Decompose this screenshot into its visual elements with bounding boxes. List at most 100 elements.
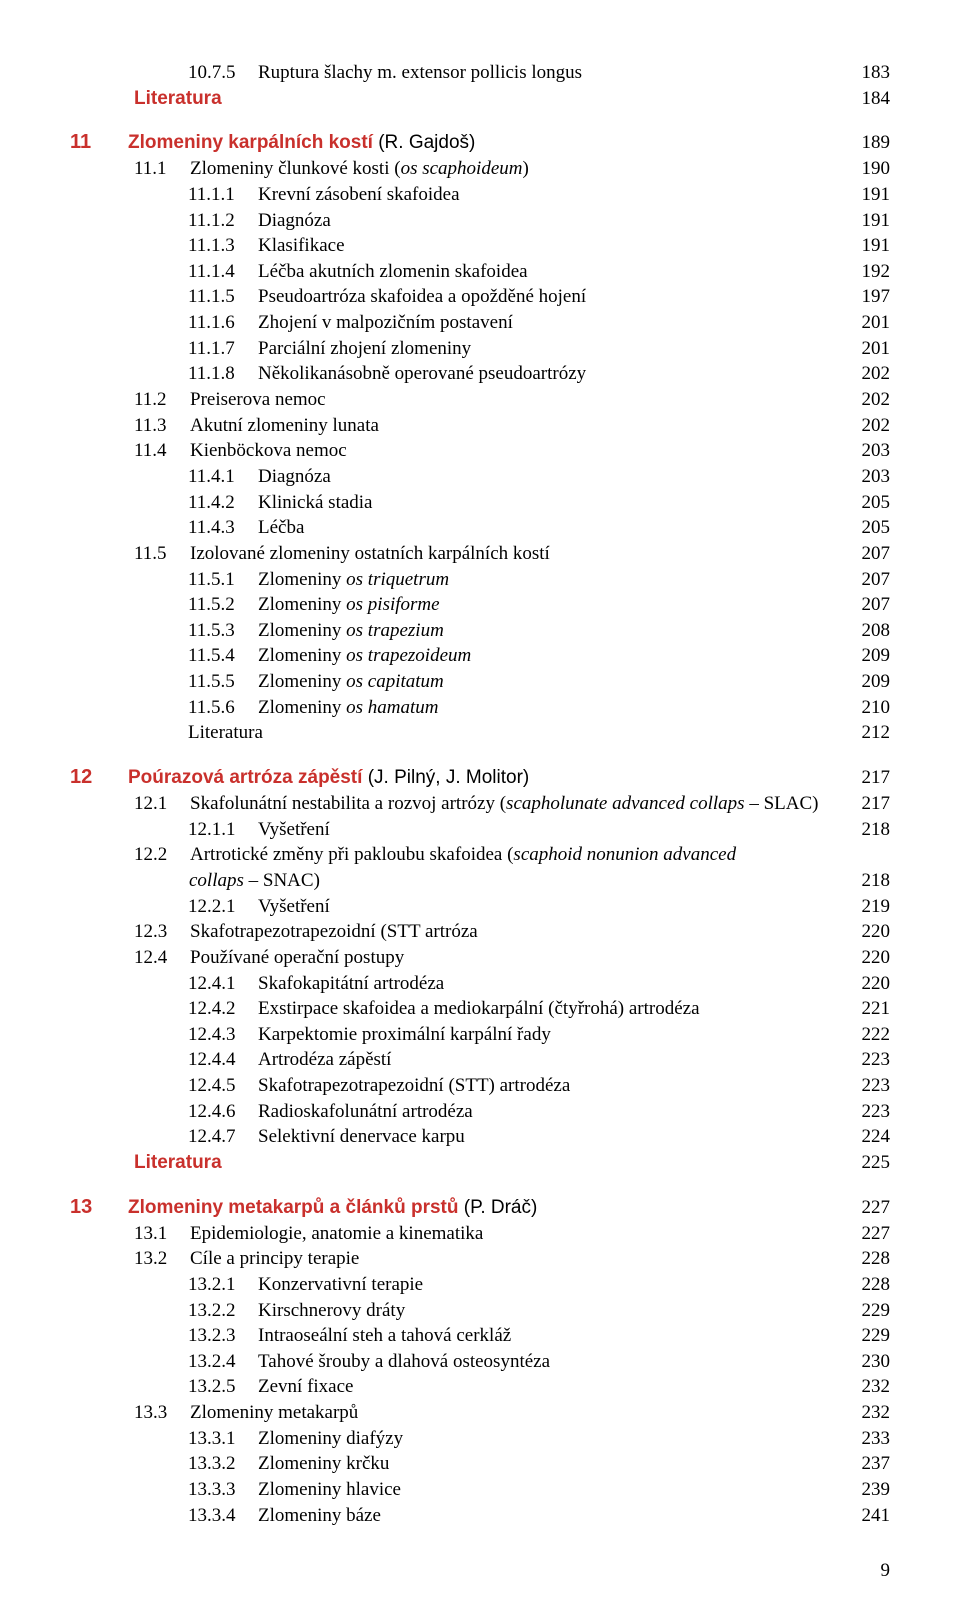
section-title: Skafotrapezotrapezoidní (STT artróza xyxy=(190,919,478,945)
section-number: 11.5.5 xyxy=(188,669,258,695)
page-ref: 207 xyxy=(842,541,890,567)
toc-entry: Literatura212 xyxy=(70,720,890,746)
literature-label: Literatura xyxy=(134,86,222,112)
page-ref: 237 xyxy=(842,1451,890,1477)
chapter-number: 12 xyxy=(70,764,128,791)
section-title: Zlomeniny os capitatum xyxy=(258,669,444,695)
section-title: Epidemiologie, anatomie a kinematika xyxy=(190,1221,483,1247)
section-title: Zlomeniny os trapezium xyxy=(258,618,444,644)
page-ref: 205 xyxy=(842,515,890,541)
toc-entry: Literatura225 xyxy=(70,1150,890,1176)
section-number: 11.1.5 xyxy=(188,284,258,310)
page-ref: 239 xyxy=(842,1477,890,1503)
toc-entry: 11.1.7Parciální zhojení zlomeniny201 xyxy=(70,336,890,362)
section-title: Vyšetření xyxy=(258,894,330,920)
page-ref: 202 xyxy=(842,413,890,439)
toc-entry: 12Poúrazová artróza zápěstí (J. Pilný, J… xyxy=(70,764,890,791)
section-title: Izolované zlomeniny ostatních karpálních… xyxy=(190,541,550,567)
section-number: 11.1.4 xyxy=(188,259,258,285)
toc-entry: 13.2.4Tahové šrouby a dlahová osteosynté… xyxy=(70,1349,890,1375)
section-title: Akutní zlomeniny lunata xyxy=(190,413,379,439)
page-ref: 222 xyxy=(842,1022,890,1048)
toc-entry: 12.2Artrotické změny při pakloubu skafoi… xyxy=(70,842,890,868)
section-number: 12.4.3 xyxy=(188,1022,258,1048)
page-ref: 203 xyxy=(842,438,890,464)
section-title: Cíle a principy terapie xyxy=(190,1246,359,1272)
section-title: Skafotrapezotrapezoidní (STT) artrodéza xyxy=(258,1073,570,1099)
section-title: Skafokapitátní artrodéza xyxy=(258,971,444,997)
toc-entry: 11.4.1Diagnóza203 xyxy=(70,464,890,490)
section-title: Zlomeniny člunkové kosti (os scaphoideum… xyxy=(190,156,529,182)
page-ref: 210 xyxy=(842,695,890,721)
section-title: Zlomeniny hlavice xyxy=(258,1477,401,1503)
section-title: Klasifikace xyxy=(258,233,345,259)
chapter-number: 13 xyxy=(70,1194,128,1221)
page-ref: 223 xyxy=(842,1047,890,1073)
page-number: 9 xyxy=(70,1558,890,1584)
toc-entry: 11.5.3Zlomeniny os trapezium208 xyxy=(70,618,890,644)
section-number: 11.1.3 xyxy=(188,233,258,259)
page-ref: 203 xyxy=(842,464,890,490)
section-number: 11.5 xyxy=(134,541,190,567)
page-ref: 197 xyxy=(842,284,890,310)
page-ref: 208 xyxy=(842,618,890,644)
toc-entry: 13.2.2Kirschnerovy dráty229 xyxy=(70,1298,890,1324)
toc-entry: 12.1.1Vyšetření218 xyxy=(70,817,890,843)
section-number: 12.2 xyxy=(134,842,190,868)
section-title: Zlomeniny os triquetrum xyxy=(258,567,449,593)
toc-entry: 13.3.1Zlomeniny diafýzy233 xyxy=(70,1426,890,1452)
section-number: 13.2.3 xyxy=(188,1323,258,1349)
toc-entry: 13.1Epidemiologie, anatomie a kinematika… xyxy=(70,1221,890,1247)
section-title: Zlomeniny metakarpů xyxy=(190,1400,358,1426)
toc-entry: 12.4Používané operační postupy220 xyxy=(70,945,890,971)
section-number: 12.4.7 xyxy=(188,1124,258,1150)
toc-entry: 12.4.7Selektivní denervace karpu224 xyxy=(70,1124,890,1150)
chapter-title: Zlomeniny metakarpů a článků prstů (P. D… xyxy=(128,1195,537,1221)
page-ref: 191 xyxy=(842,233,890,259)
toc-entry: 12.4.2Exstirpace skafoidea a mediokarpál… xyxy=(70,996,890,1022)
section-number: 11.5.6 xyxy=(188,695,258,721)
page-ref: 229 xyxy=(842,1298,890,1324)
section-title: Intraoseální steh a tahová cerkláž xyxy=(258,1323,511,1349)
section-number: 13.2.2 xyxy=(188,1298,258,1324)
page-ref: 192 xyxy=(842,259,890,285)
page-ref: 218 xyxy=(842,817,890,843)
page-ref: 191 xyxy=(842,182,890,208)
toc-entry: 11.5.4Zlomeniny os trapezoideum209 xyxy=(70,643,890,669)
page-ref: 189 xyxy=(842,130,890,156)
toc-entry: 13.3.3Zlomeniny hlavice239 xyxy=(70,1477,890,1503)
section-number: 11.3 xyxy=(134,413,190,439)
toc-entry: 11.1.3Klasifikace 191 xyxy=(70,233,890,259)
page-ref: 232 xyxy=(842,1374,890,1400)
section-title: Vyšetření xyxy=(258,817,330,843)
page-ref: 241 xyxy=(842,1503,890,1529)
page-ref: 227 xyxy=(842,1221,890,1247)
page-ref: 219 xyxy=(842,894,890,920)
section-number: 12.3 xyxy=(134,919,190,945)
toc-entry: 11.3Akutní zlomeniny lunata 202 xyxy=(70,413,890,439)
section-number: 11.5.1 xyxy=(188,567,258,593)
page-ref: 220 xyxy=(842,971,890,997)
page-ref: 229 xyxy=(842,1323,890,1349)
page-ref: 220 xyxy=(842,945,890,971)
section-number: 13.2 xyxy=(134,1246,190,1272)
page-ref: 209 xyxy=(842,643,890,669)
section-title: Zlomeniny os hamatum xyxy=(258,695,439,721)
section-number: 11.1.2 xyxy=(188,208,258,234)
section-title: collaps – SNAC) xyxy=(189,868,320,894)
page-ref: 191 xyxy=(842,208,890,234)
section-title: Léčba akutních zlomenin skafoidea xyxy=(258,259,528,285)
section-number: 12.4.5 xyxy=(188,1073,258,1099)
toc-entry: 13Zlomeniny metakarpů a článků prstů (P.… xyxy=(70,1194,890,1221)
section-number: 13.2.1 xyxy=(188,1272,258,1298)
toc-entry: 11.4.2Klinická stadia205 xyxy=(70,490,890,516)
page-ref: 220 xyxy=(842,919,890,945)
section-number: 12.4.4 xyxy=(188,1047,258,1073)
toc-entry: 11.5.2Zlomeniny os pisiforme207 xyxy=(70,592,890,618)
section-title: Zhojení v malpozičním postavení xyxy=(258,310,513,336)
section-number: 13.3 xyxy=(134,1400,190,1426)
toc-entry: 11.1.1Krevní zásobení skafoidea191 xyxy=(70,182,890,208)
toc-entry: 13.2.1Konzervativní terapie228 xyxy=(70,1272,890,1298)
section-title: Ruptura šlachy m. extensor pollicis long… xyxy=(258,60,582,86)
page-ref: 217 xyxy=(842,765,890,791)
